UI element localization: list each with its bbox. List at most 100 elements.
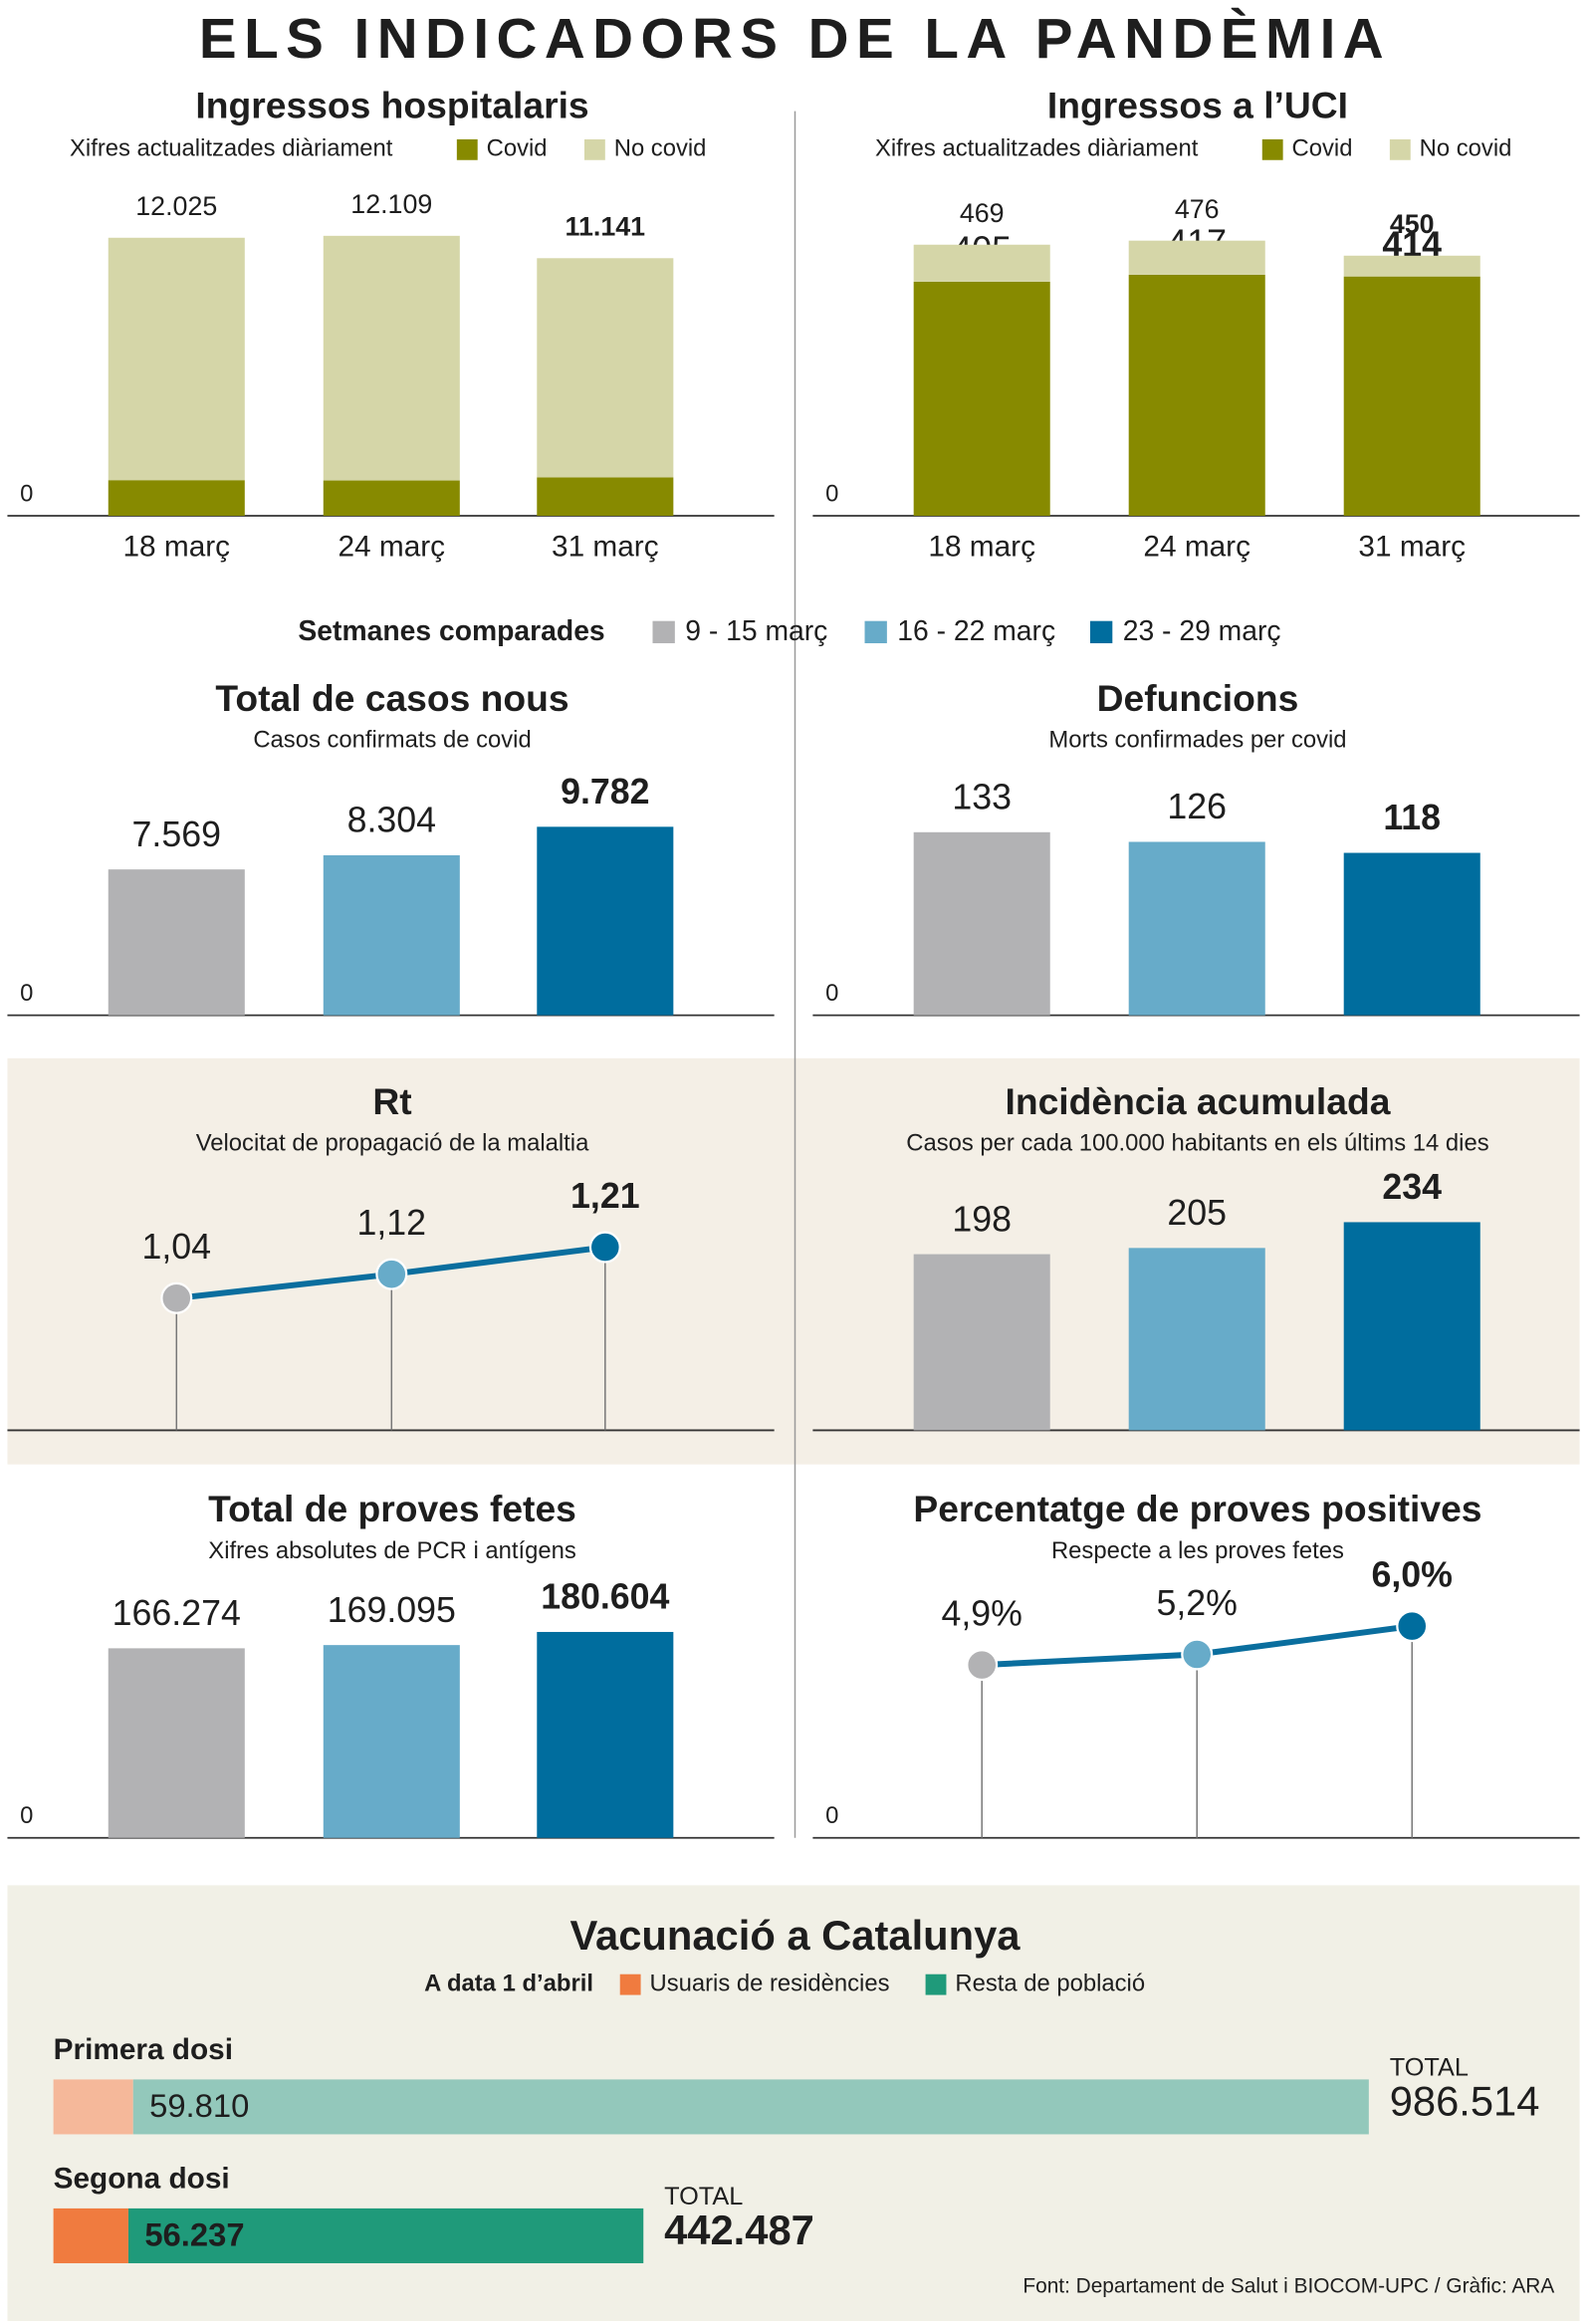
bar (1128, 1248, 1265, 1431)
value-label: 4,9% (941, 1593, 1022, 1633)
value-label: 5,2% (1156, 1583, 1237, 1623)
legend-swatch (1261, 138, 1283, 160)
legend-swatch (619, 1974, 641, 1995)
chart-title: Vacunació a Catalunya (570, 1912, 1022, 1959)
y-tick-label: 0 (20, 980, 33, 1007)
row-label: Segona dosi (54, 2162, 230, 2195)
legend-title: Setmanes comparades (298, 614, 604, 646)
value-label: 166.274 (113, 1593, 241, 1633)
bar (537, 1631, 674, 1838)
bar-segment (132, 2079, 1369, 2135)
bar-segment (913, 244, 1050, 282)
value-label: 7.569 (132, 814, 221, 854)
value-label: 126 (1167, 787, 1227, 826)
legend-label: Usuaris de residències (650, 1970, 890, 1996)
source: Font: Departament de Salut i BIOCOM-UPC … (1022, 2274, 1554, 2297)
bar-segment (323, 480, 460, 517)
value-label: 56.237 (144, 2216, 244, 2253)
legend-swatch (456, 138, 478, 160)
x-tick-label: 24 març (339, 531, 446, 564)
legend-label: 16 - 22 març (897, 614, 1055, 646)
legend-label: Covid (487, 135, 548, 162)
y-tick-label: 0 (825, 1802, 838, 1829)
main-title: ELS INDICADORS DE LA PANDÈMIA (199, 7, 1391, 70)
value-label: 133 (952, 778, 1012, 817)
x-tick-label: 24 març (1143, 531, 1250, 564)
legend-swatch (864, 620, 887, 644)
chart-subtitle: Xifres actualitzades diàriament (70, 135, 393, 162)
total-word: TOTAL (1390, 2054, 1469, 2082)
total-label: 12.109 (350, 189, 432, 219)
value-label: 118 (1383, 798, 1441, 837)
value-label: 1,04 (141, 1227, 211, 1267)
chart-subtitle: Casos confirmats de covid (253, 727, 531, 754)
x-tick-label: 31 març (1358, 531, 1466, 564)
bar-segment (108, 480, 245, 517)
x-tick-label: 18 març (122, 531, 230, 564)
point (375, 1258, 408, 1290)
y-tick-label: 0 (20, 1802, 33, 1829)
value-label: 8.304 (347, 801, 436, 840)
chart-title: Ingressos hospitalaris (195, 85, 588, 126)
value-label: 234 (1382, 1167, 1442, 1207)
point (588, 1231, 621, 1264)
total-label: 12.025 (135, 191, 217, 221)
chart-title: Defuncions (1097, 677, 1299, 719)
legend-swatch (583, 138, 605, 160)
bar (1343, 852, 1480, 1016)
bar-segment (537, 477, 674, 517)
legend-label: Resta de població (955, 1970, 1145, 1996)
bar (1343, 1222, 1480, 1431)
value-label: 180.604 (541, 1577, 669, 1617)
value-label: 205 (1167, 1193, 1227, 1233)
bar (913, 1254, 1050, 1431)
legend-swatch (1089, 620, 1113, 644)
bar (1128, 841, 1265, 1016)
legend-label: No covid (1420, 135, 1512, 162)
value-label: 6,0% (1372, 1554, 1453, 1594)
y-tick-label: 0 (20, 480, 33, 507)
value-label: 1,12 (357, 1203, 427, 1243)
total-word: TOTAL (664, 2183, 743, 2210)
x-tick-label: 31 març (552, 531, 659, 564)
bar-segment (1128, 274, 1265, 517)
chart-title: Total de proves fetes (208, 1488, 576, 1529)
bar-segment (1343, 276, 1480, 517)
bar (108, 1648, 245, 1838)
bar-segment (127, 2208, 644, 2263)
legend-label: 23 - 29 març (1123, 614, 1281, 646)
bar (537, 826, 674, 1016)
chart-subtitle: Morts confirmades per covid (1048, 727, 1346, 754)
bar (108, 869, 245, 1016)
row-label: Primera dosi (54, 2033, 233, 2066)
total-label: 450 (1390, 209, 1435, 239)
x-tick-label: 18 març (928, 531, 1035, 564)
legend-label: No covid (614, 135, 707, 162)
chart-date: A data 1 d’abril (424, 1970, 593, 1996)
point (160, 1281, 193, 1314)
total-label: 476 (1175, 194, 1220, 224)
bar (323, 1645, 460, 1838)
value-label: 198 (952, 1199, 1012, 1239)
chart-subtitle: Velocitat de propagació de la malaltia (196, 1129, 589, 1156)
point (1181, 1638, 1214, 1671)
bar-segment (913, 281, 1050, 517)
total-label: 469 (960, 198, 1005, 228)
total-label: 11.141 (566, 212, 646, 242)
value-label: 1,21 (570, 1176, 640, 1216)
chart-subtitle: Casos per cada 100.000 habitants en els … (906, 1129, 1488, 1156)
value-label: 169.095 (328, 1590, 456, 1630)
point (966, 1649, 999, 1682)
bar-segment (108, 237, 245, 481)
bar-segment (1128, 240, 1265, 275)
bar-segment (323, 235, 460, 481)
point (1396, 1610, 1429, 1643)
chart-title: Total de casos nous (215, 677, 568, 719)
legend-label: 9 - 15 març (685, 614, 827, 646)
chart-subtitle: Xifres actualitzades diàriament (875, 135, 1199, 162)
chart-title: Percentatge de proves positives (913, 1488, 1481, 1529)
legend-swatch (652, 620, 675, 644)
bar-segment (537, 258, 674, 478)
chart-title: Incidència acumulada (1005, 1080, 1390, 1122)
total-label: 442.487 (664, 2207, 814, 2253)
